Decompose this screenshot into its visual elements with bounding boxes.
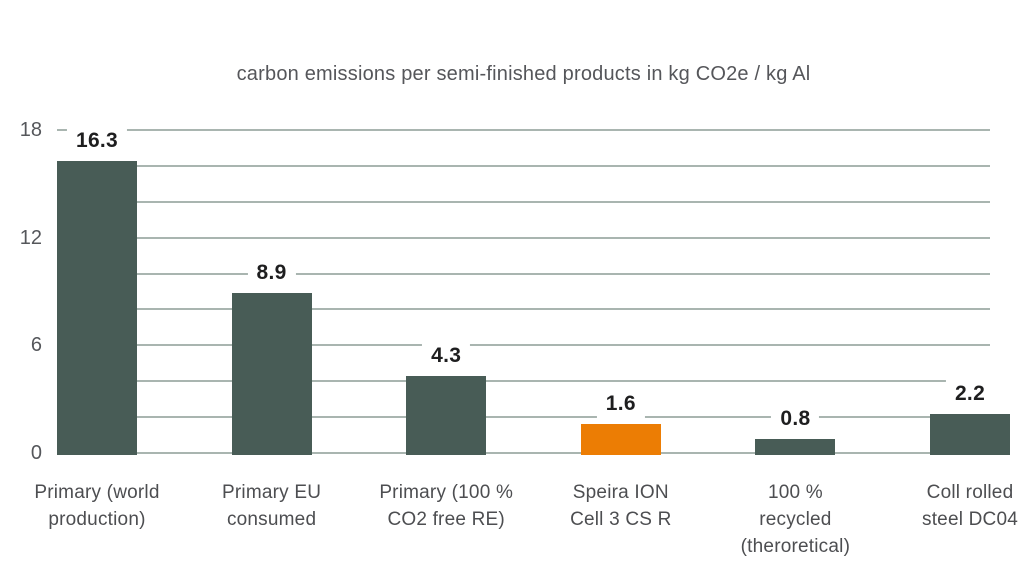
x-axis-label-line: steel DC04: [922, 509, 1018, 530]
y-axis-tick-label: 12: [19, 226, 42, 249]
gridline: [57, 129, 990, 131]
x-axis-label: Primary (world production): [9, 479, 185, 533]
bar-primary-100-co2-free-re: [406, 375, 487, 455]
bar-value-label: 16.3: [66, 125, 128, 155]
gridline: [57, 236, 990, 239]
y-axis-tick-label: 0: [30, 442, 42, 464]
x-axis-label-line: CO2 free RE): [387, 509, 505, 530]
gridline: [57, 452, 990, 454]
chart-title: carbon emissions per semi-finished produ…: [236, 63, 811, 85]
bar-primary-eu-consumed: [231, 293, 312, 455]
x-axis-label: Speira ION Cell 3 CS R: [533, 479, 709, 533]
gridline: [57, 272, 990, 275]
x-axis-label-line: recycled: [759, 509, 832, 530]
bar-primary-world-production: [57, 160, 137, 455]
x-axis-label: Coll rolled steel DC04: [882, 479, 1024, 533]
x-axis-label-line: Primary EU: [222, 482, 322, 503]
x-axis-label: Primary (100 % CO2 free RE): [358, 479, 534, 533]
bar-speira-ion-cell-3-cs-r: [580, 424, 661, 455]
y-axis-tick-label: 18: [19, 119, 42, 141]
gridline: [57, 344, 990, 347]
x-axis-label-line: (theroretical): [740, 536, 851, 557]
bar-value-label: 0.8: [771, 403, 820, 433]
x-axis-label-line: consumed: [226, 509, 317, 530]
x-axis-label-line: Primary (100 %: [379, 482, 514, 503]
bar-value-label: 4.3: [422, 340, 471, 370]
bar-100-recycled-theroretical: [755, 438, 836, 455]
gridline: [57, 200, 990, 203]
y-axis-tick-label: 6: [30, 334, 42, 357]
x-axis-label-line: Primary (world: [34, 482, 160, 503]
x-axis-label: Primary EU consumed: [184, 479, 360, 533]
x-axis-label-line: 100 %: [767, 482, 823, 503]
bar-value-label: 2.2: [945, 378, 995, 408]
bar-value-label: 1.6: [596, 389, 645, 419]
gridline: [57, 164, 990, 167]
x-axis-label: 100 % recycled (theroretical): [707, 479, 883, 560]
x-axis-label-line: Coll rolled: [926, 482, 1014, 503]
bar-coll-rolled-steel-dc04: [930, 413, 1010, 455]
x-axis-label-line: Speira ION: [572, 482, 669, 503]
bar-value-label: 8.9: [247, 258, 296, 288]
gridline: [57, 416, 990, 419]
gridline: [57, 308, 990, 311]
x-axis-label-line: production): [48, 509, 146, 530]
x-axis-label-line: Cell 3 CS R: [570, 509, 672, 530]
gridline: [57, 380, 990, 383]
